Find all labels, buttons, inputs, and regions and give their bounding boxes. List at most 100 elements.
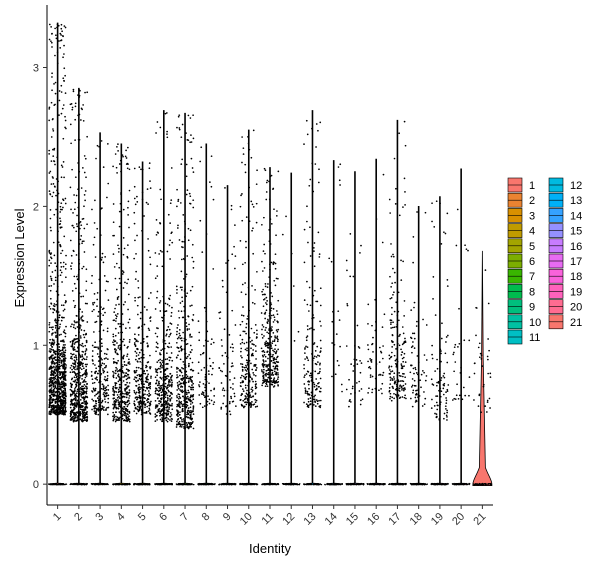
point-1 (53, 393, 55, 396)
point-6 (168, 346, 170, 349)
point-1 (60, 483, 63, 486)
point-2 (72, 299, 75, 302)
point-4 (127, 345, 129, 348)
point-1 (61, 413, 64, 415)
point-7 (189, 357, 192, 360)
point-5 (139, 397, 142, 400)
point-1 (58, 40, 60, 42)
point-3 (97, 310, 100, 313)
point-11 (270, 292, 272, 294)
point-8 (200, 393, 203, 395)
point-1 (62, 35, 64, 38)
point-1 (57, 24, 60, 27)
point-2 (72, 420, 75, 423)
point-10 (250, 406, 252, 408)
point-10 (241, 161, 243, 164)
point-11 (277, 376, 280, 379)
point-13 (305, 483, 307, 486)
point-3 (99, 321, 102, 323)
point-1 (62, 408, 65, 410)
point-1 (54, 318, 57, 321)
point-11 (264, 360, 267, 362)
point-5 (140, 367, 142, 370)
point-1 (64, 371, 67, 374)
point-6 (156, 374, 158, 377)
point-4 (126, 377, 129, 380)
point-7 (179, 334, 181, 337)
point-4 (113, 391, 116, 394)
point-11 (267, 332, 270, 335)
point-7 (177, 227, 179, 229)
point-1 (55, 290, 58, 293)
point-5 (138, 402, 140, 405)
point-8 (204, 389, 207, 392)
point-4 (112, 411, 115, 414)
point-2 (80, 393, 83, 396)
point-5 (148, 402, 151, 405)
point-4 (120, 191, 122, 194)
point-7 (190, 421, 192, 424)
point-3 (91, 350, 94, 352)
point-6 (160, 378, 163, 380)
point-1 (52, 155, 55, 157)
point-4 (114, 369, 117, 372)
point-4 (124, 393, 126, 395)
point-13 (312, 314, 315, 316)
point-6 (167, 418, 170, 420)
point-10 (248, 374, 251, 376)
point-10 (254, 380, 257, 383)
point-2 (83, 483, 86, 486)
point-6 (166, 384, 169, 387)
point-5 (146, 401, 149, 404)
point-11 (274, 267, 277, 270)
point-13 (311, 127, 313, 130)
point-2 (79, 227, 81, 230)
point-10 (252, 227, 254, 230)
point-7 (184, 353, 186, 355)
point-7 (177, 412, 180, 414)
point-3 (91, 208, 93, 211)
point-6 (162, 398, 165, 401)
point-1 (51, 345, 53, 348)
point-10 (246, 368, 249, 371)
point-7 (177, 397, 180, 400)
point-4 (118, 390, 120, 393)
point-9 (232, 383, 234, 385)
point-11 (266, 300, 268, 302)
point-1 (53, 387, 56, 390)
point-2 (84, 414, 87, 417)
point-1 (56, 285, 59, 288)
point-1 (54, 269, 57, 272)
point-4 (125, 372, 127, 374)
point-1 (50, 303, 53, 305)
point-7 (186, 138, 189, 141)
point-1 (48, 398, 51, 401)
point-6 (170, 232, 173, 235)
point-1 (49, 380, 51, 383)
point-1 (51, 342, 53, 345)
point-11 (265, 181, 268, 184)
point-4 (114, 340, 117, 343)
point-1 (62, 402, 65, 405)
point-4 (115, 411, 117, 413)
point-7 (185, 381, 187, 384)
point-2 (69, 483, 71, 486)
point-3 (100, 342, 103, 345)
point-5 (134, 239, 136, 242)
point-5 (146, 399, 148, 402)
point-11 (275, 360, 278, 363)
point-9 (220, 484, 222, 486)
point-10 (244, 378, 247, 381)
point-4 (125, 409, 127, 412)
point-4 (115, 315, 118, 318)
point-5 (135, 270, 137, 273)
point-11 (270, 329, 272, 332)
point-6 (169, 391, 172, 394)
point-7 (181, 158, 183, 161)
point-2 (83, 155, 86, 157)
point-6 (165, 375, 168, 378)
point-5 (138, 326, 140, 329)
point-9 (229, 483, 231, 485)
point-3 (104, 289, 107, 292)
point-7 (189, 386, 192, 389)
